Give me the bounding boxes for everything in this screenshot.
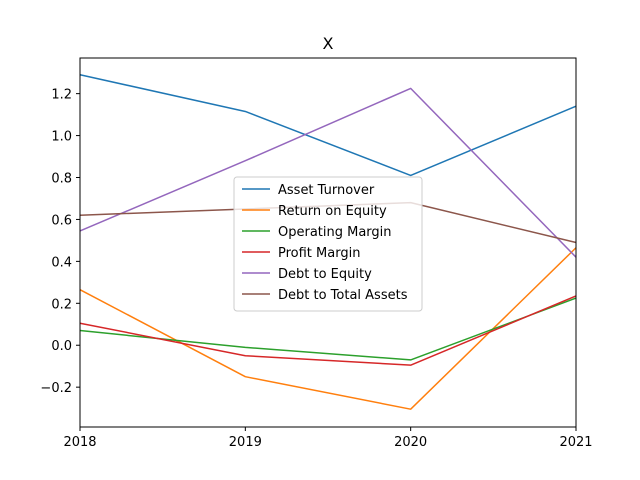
legend-label-0: Asset Turnover xyxy=(278,183,375,198)
x-tick-label: 2019 xyxy=(229,435,262,450)
x-tick-label: 2018 xyxy=(63,435,96,450)
y-tick-label: 0.8 xyxy=(51,172,72,187)
x-tick-label: 2020 xyxy=(394,435,427,450)
legend-label-3: Profit Margin xyxy=(278,246,360,261)
y-tick-label: 0.6 xyxy=(51,213,72,228)
y-tick-label: 0.2 xyxy=(51,297,72,312)
x-tick-label: 2021 xyxy=(559,435,592,450)
legend-label-4: Debt to Equity xyxy=(278,267,372,282)
y-tick-label: 0.4 xyxy=(51,255,72,270)
legend: Asset Turnover Return on Equity Operating … xyxy=(233,176,423,312)
y-tick-label: 1.2 xyxy=(51,88,72,103)
series-line-0 xyxy=(79,74,577,177)
chart-title: X xyxy=(323,34,334,53)
legend-box xyxy=(233,176,423,312)
legend-label-5: Debt to Total Assets xyxy=(278,288,408,303)
y-tick-label: 0.0 xyxy=(51,339,72,354)
series-line-3 xyxy=(79,295,577,366)
legend-label-1: Return on Equity xyxy=(278,204,387,219)
y-tick-label: −0.2 xyxy=(40,381,72,396)
series-line-4 xyxy=(79,87,577,258)
axes-layer: 2018 2019 2020 2021 −0.2 0.0 0.2 0.4 0.6 0.8 1.0 1.… xyxy=(40,57,593,450)
legend-label-2: Operating Margin xyxy=(278,225,392,240)
y-tick-label: 1.0 xyxy=(51,130,72,145)
plot-frame xyxy=(79,57,577,428)
